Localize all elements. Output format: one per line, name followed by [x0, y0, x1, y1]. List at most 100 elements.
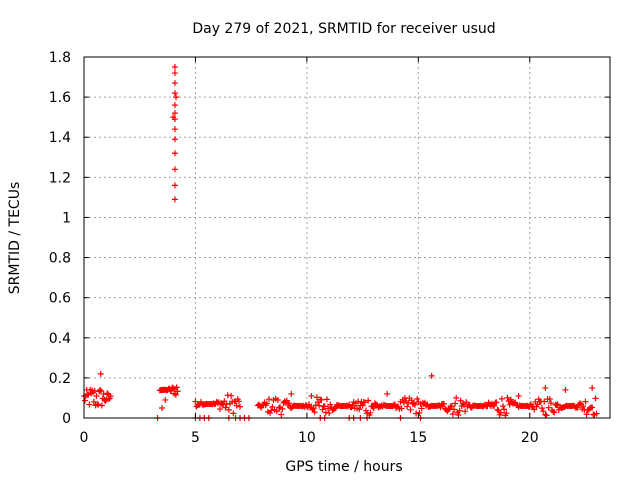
data-point	[104, 390, 111, 397]
data-point	[171, 80, 178, 87]
data-point	[542, 411, 549, 418]
data-point	[171, 70, 178, 77]
data-point	[497, 409, 504, 416]
data-point	[574, 404, 581, 411]
data-point	[411, 401, 418, 408]
data-point	[410, 400, 417, 407]
data-point	[462, 408, 469, 415]
data-point	[321, 403, 328, 410]
data-point	[95, 401, 102, 408]
data-point	[503, 410, 510, 417]
y-tick-label: 1	[62, 210, 71, 226]
data-point	[263, 400, 270, 407]
data-point	[171, 166, 178, 173]
data-point	[313, 394, 320, 401]
data-point	[278, 411, 285, 418]
data-point	[589, 384, 596, 391]
data-point	[370, 405, 377, 412]
data-point	[85, 391, 92, 398]
data-point	[172, 391, 179, 398]
data-point	[171, 110, 178, 117]
y-tick-label: 1.4	[49, 130, 71, 146]
data-point	[170, 114, 177, 121]
data-point	[223, 401, 230, 408]
data-point	[437, 404, 444, 411]
y-tick-label: 1.8	[49, 50, 71, 66]
data-point	[306, 401, 313, 408]
data-point	[500, 403, 507, 410]
data-point	[365, 397, 372, 404]
data-point	[171, 64, 178, 71]
data-point	[326, 410, 333, 417]
data-point	[81, 397, 88, 404]
data-point	[459, 400, 466, 407]
data-point	[408, 397, 415, 404]
data-point	[279, 405, 286, 412]
data-point	[237, 403, 244, 410]
data-point	[167, 387, 174, 394]
data-point	[551, 409, 558, 416]
data-point	[97, 386, 104, 393]
data-point	[384, 390, 391, 397]
data-point	[97, 387, 104, 394]
data-point	[589, 404, 596, 411]
data-point	[225, 406, 232, 413]
data-point	[273, 408, 280, 415]
data-point	[173, 384, 180, 391]
data-point	[171, 126, 178, 133]
data-point	[235, 398, 242, 405]
y-tick-label: 1.6	[49, 90, 71, 106]
data-point	[554, 401, 561, 408]
data-point	[359, 402, 366, 409]
data-point	[222, 404, 229, 411]
data-point	[173, 94, 180, 101]
data-point	[171, 136, 178, 143]
data-point	[404, 403, 411, 410]
data-point	[543, 412, 550, 419]
data-point	[268, 407, 275, 414]
data-point	[504, 394, 511, 401]
data-point	[316, 402, 323, 409]
x-axis-label: GPS time / hours	[285, 459, 402, 475]
data-point	[325, 405, 332, 412]
data-point	[308, 392, 315, 399]
data-point	[103, 396, 110, 403]
data-point	[541, 398, 548, 405]
data-point	[456, 407, 463, 414]
data-point	[361, 399, 368, 406]
data-point	[542, 384, 549, 391]
data-point	[546, 395, 553, 402]
data-point	[90, 398, 97, 405]
data-point	[428, 372, 435, 379]
data-point	[107, 393, 114, 400]
plot-frame	[83, 56, 611, 419]
data-point	[449, 411, 456, 418]
data-point	[414, 395, 421, 402]
data-point	[583, 411, 590, 418]
data-point	[405, 399, 412, 406]
data-point	[501, 406, 508, 413]
data-point	[93, 393, 100, 400]
y-tick-label: 0.2	[49, 371, 71, 387]
data-point	[440, 400, 447, 407]
data-point	[97, 370, 104, 377]
x-tick-label: 5	[191, 430, 200, 446]
x-tick-label: 15	[409, 430, 427, 446]
data-point	[580, 403, 587, 410]
data-point	[98, 402, 105, 409]
data-point	[159, 404, 166, 411]
grid-lines	[84, 57, 610, 418]
y-tick-label: 0.6	[49, 291, 71, 307]
data-point	[367, 409, 374, 416]
chart-title: Day 279 of 2021, SRMTID for receiver usu…	[192, 21, 495, 37]
data-point	[171, 196, 178, 203]
data-point	[547, 400, 554, 407]
data-point	[323, 396, 330, 403]
data-point	[407, 406, 414, 413]
data-point	[582, 398, 589, 405]
x-tick-label: 10	[298, 430, 316, 446]
data-point	[498, 395, 505, 402]
y-tick-label: 0.4	[49, 331, 71, 347]
data-point	[192, 398, 199, 405]
